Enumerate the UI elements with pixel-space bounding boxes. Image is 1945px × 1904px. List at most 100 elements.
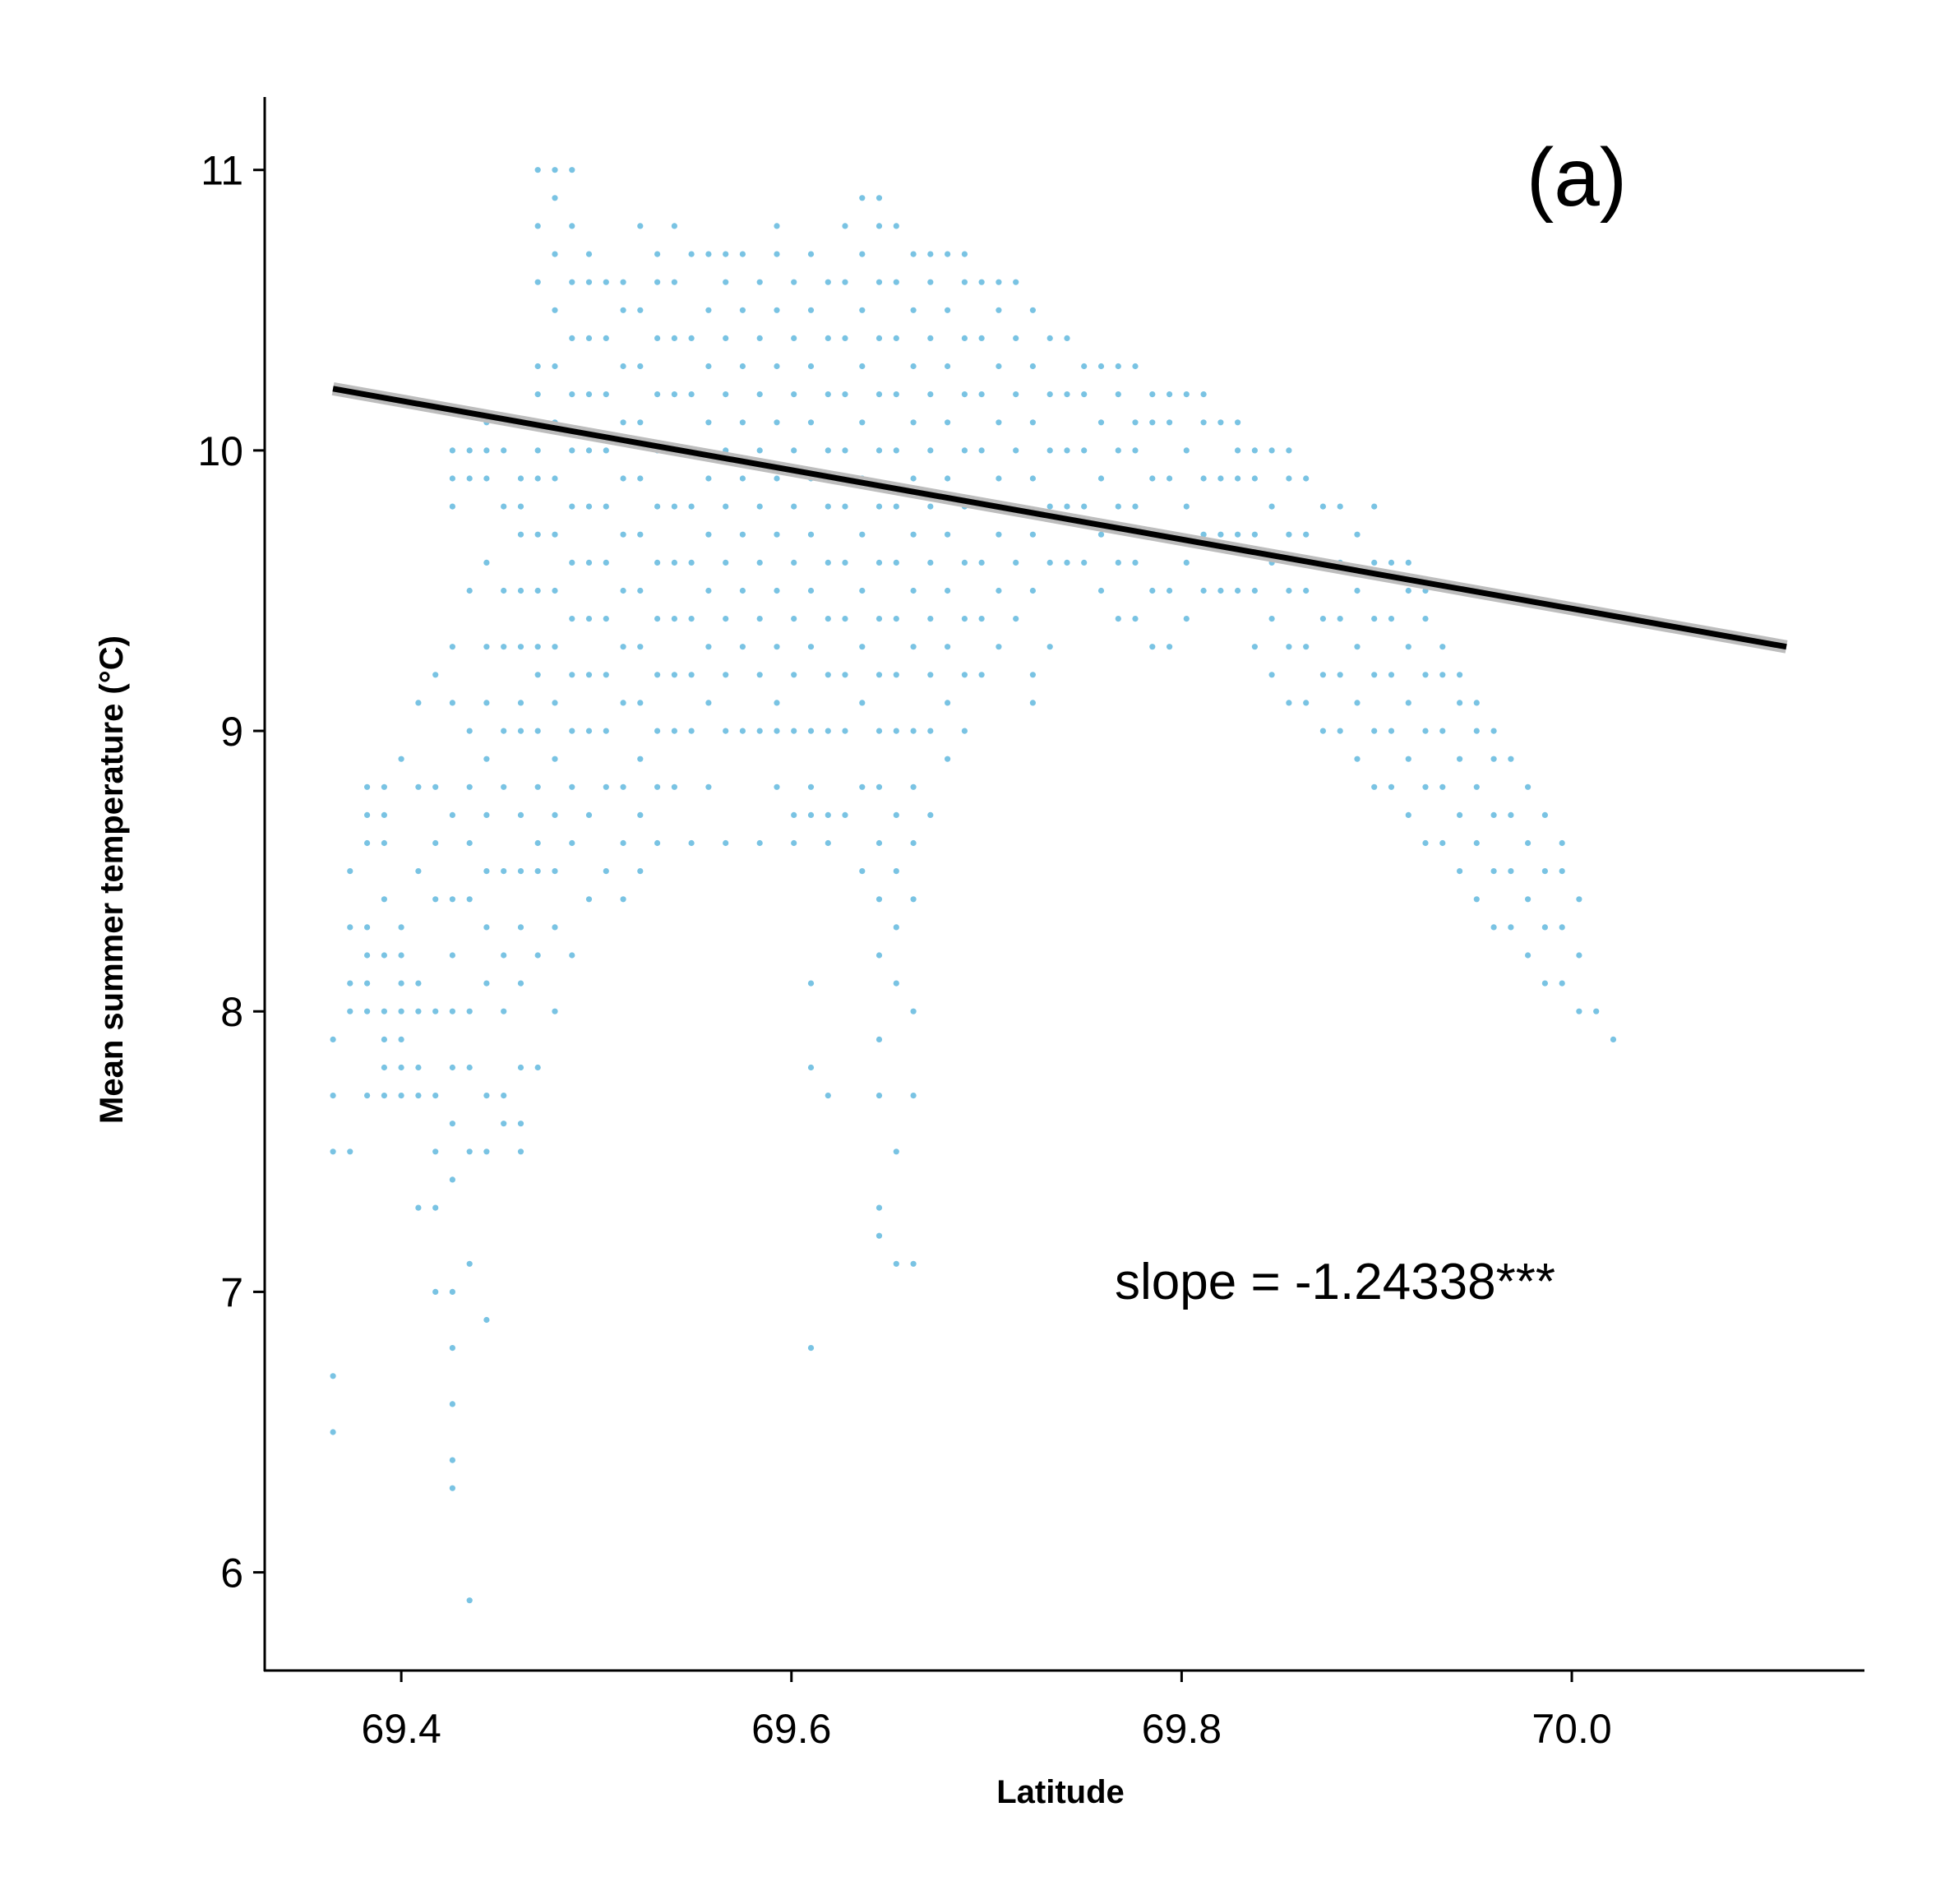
- data-point: [569, 783, 575, 790]
- data-point: [705, 700, 712, 706]
- data-point: [1576, 1008, 1582, 1014]
- data-point: [517, 1148, 524, 1155]
- data-point: [978, 616, 985, 622]
- data-point: [1064, 559, 1070, 566]
- data-point: [1541, 980, 1548, 987]
- data-point: [927, 672, 934, 678]
- data-point: [585, 503, 593, 510]
- data-point: [1183, 391, 1190, 398]
- data-point: [1541, 811, 1548, 819]
- data-point: [483, 868, 490, 875]
- data-point: [859, 419, 866, 426]
- data-point: [945, 419, 951, 426]
- data-point: [364, 811, 371, 819]
- slope-annotation: slope = -1.24338***: [1115, 1254, 1555, 1310]
- data-point: [1081, 391, 1088, 398]
- data-point: [569, 447, 575, 454]
- data-point: [1457, 756, 1463, 762]
- data-point: [723, 279, 729, 285]
- data-point: [774, 223, 780, 229]
- data-point: [825, 616, 831, 622]
- data-point: [654, 503, 661, 510]
- data-point: [449, 644, 456, 650]
- data-point: [449, 1345, 456, 1352]
- data-point: [1490, 924, 1497, 931]
- data-point: [517, 1064, 524, 1071]
- data-point: [774, 783, 780, 790]
- data-point: [1388, 616, 1395, 622]
- data-point: [1149, 644, 1156, 650]
- data-point: [398, 1036, 404, 1042]
- data-point: [432, 1148, 439, 1155]
- data-point: [449, 1485, 456, 1491]
- data-point: [739, 587, 746, 594]
- data-point: [1167, 475, 1173, 482]
- data-point: [364, 924, 371, 931]
- data-point: [1354, 644, 1361, 650]
- data-point: [466, 1008, 473, 1014]
- y-tick-label: 8: [220, 989, 243, 1035]
- data-point: [330, 1373, 336, 1379]
- data-point: [637, 419, 644, 426]
- data-point: [654, 728, 661, 734]
- data-point: [620, 896, 626, 903]
- data-point: [961, 251, 968, 257]
- data-point: [569, 672, 575, 678]
- data-point: [330, 1036, 336, 1042]
- data-point: [807, 783, 815, 790]
- data-point: [1097, 419, 1105, 426]
- data-point: [893, 811, 899, 819]
- data-point: [466, 1597, 473, 1604]
- data-point: [910, 363, 917, 370]
- data-point: [569, 167, 575, 173]
- data-point: [842, 279, 848, 285]
- data-point: [1286, 475, 1292, 482]
- data-point: [1097, 475, 1105, 482]
- data-point: [875, 896, 883, 903]
- data-point: [893, 223, 899, 229]
- data-point: [807, 1345, 815, 1352]
- data-point: [807, 980, 815, 987]
- data-point: [398, 1064, 404, 1071]
- data-point: [415, 1204, 422, 1211]
- data-point: [654, 672, 661, 678]
- data-point: [1235, 587, 1241, 594]
- data-point: [825, 672, 831, 678]
- data-point: [449, 447, 456, 454]
- data-point: [791, 839, 797, 847]
- data-point: [517, 924, 524, 931]
- data-point: [534, 279, 541, 285]
- data-point: [1371, 728, 1378, 734]
- data-point: [1064, 335, 1070, 341]
- data-point: [1439, 672, 1446, 678]
- data-point: [1490, 756, 1497, 762]
- data-point: [996, 531, 1002, 538]
- data-point: [893, 616, 899, 622]
- data-point: [961, 391, 968, 398]
- data-point: [637, 475, 644, 482]
- data-point: [1097, 531, 1105, 538]
- data-point: [483, 811, 490, 819]
- data-point: [1610, 1036, 1617, 1042]
- data-point: [603, 335, 609, 341]
- data-point: [1251, 644, 1258, 650]
- data-points: [330, 167, 1617, 1604]
- data-point: [1405, 559, 1411, 566]
- data-point: [927, 335, 934, 341]
- data-point: [620, 419, 626, 426]
- data-point: [1525, 839, 1532, 847]
- data-point: [705, 419, 712, 426]
- data-point: [996, 307, 1002, 313]
- data-point: [637, 868, 644, 875]
- data-point: [603, 279, 609, 285]
- data-point: [1081, 559, 1088, 566]
- data-point: [1046, 335, 1053, 341]
- data-point: [910, 419, 917, 426]
- data-point: [842, 672, 848, 678]
- data-point: [1251, 587, 1258, 594]
- data-point: [756, 391, 763, 398]
- data-point: [1046, 391, 1053, 398]
- data-point: [501, 868, 507, 875]
- data-point: [842, 223, 848, 229]
- data-point: [466, 587, 473, 594]
